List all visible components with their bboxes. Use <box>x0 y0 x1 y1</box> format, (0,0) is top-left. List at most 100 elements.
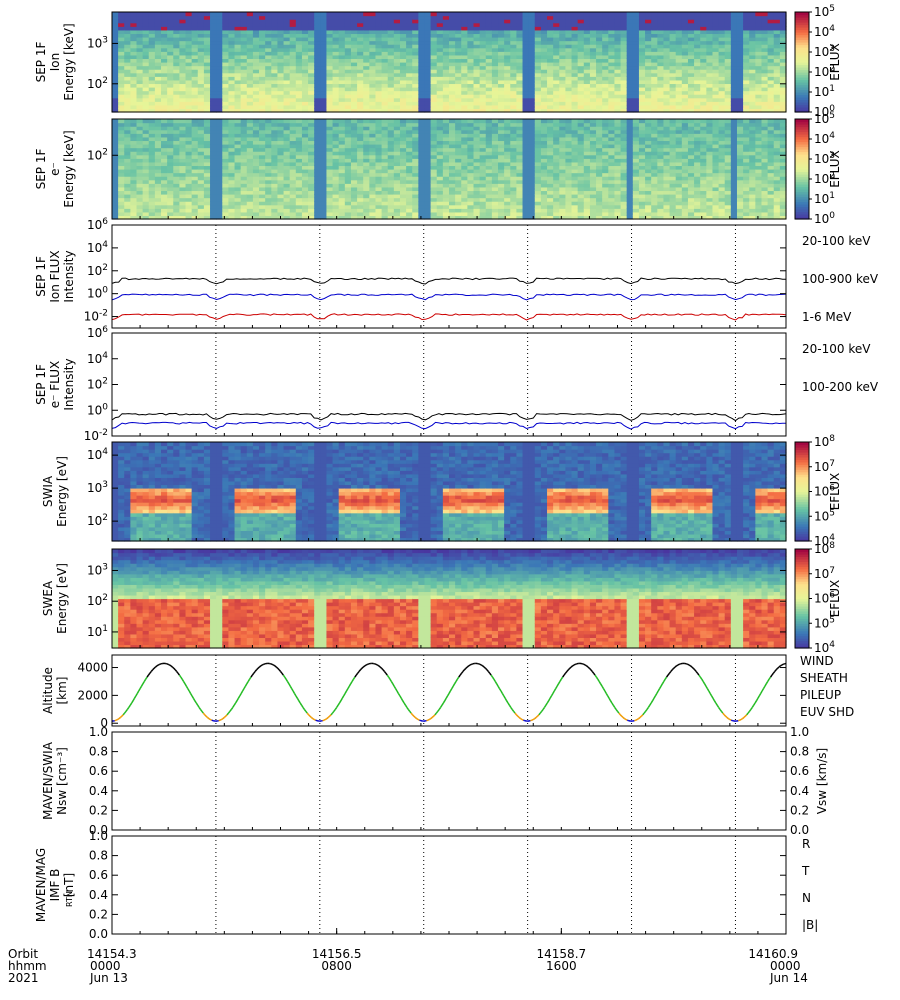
spectrogram-cell <box>375 151 383 156</box>
spectrogram-cell <box>393 33 401 38</box>
spectrogram-cell <box>161 179 168 184</box>
spectrogram-cell <box>203 183 211 188</box>
spectrogram-cell <box>265 194 272 199</box>
spectrogram-cell <box>571 87 579 92</box>
spectrogram-cell <box>173 151 180 156</box>
spectrogram-cell <box>571 94 579 99</box>
spectrogram-cell <box>583 54 591 60</box>
spectrogram-cell <box>657 12 665 17</box>
spectrogram-cell <box>571 22 579 27</box>
spectrogram-cell <box>455 165 462 170</box>
spectrogram-cell <box>608 90 616 95</box>
spectrogram-cell <box>418 136 426 142</box>
spectrogram-cell <box>381 172 389 177</box>
spectrogram-cell <box>418 208 426 213</box>
spectrogram-cell <box>295 29 303 35</box>
spectrogram-cell <box>449 62 456 67</box>
spectrogram-cell <box>467 79 475 85</box>
spectrogram-cell <box>283 136 291 142</box>
spectrogram-cell <box>663 87 671 92</box>
spectrogram-cell <box>712 47 720 52</box>
spectrogram-cell <box>510 186 517 192</box>
spectrogram-cell <box>498 90 505 95</box>
spectrogram-cell <box>455 37 462 42</box>
spectrogram-cell <box>522 47 530 52</box>
spectrogram-cell <box>234 19 242 24</box>
spectrogram-cell <box>197 26 205 31</box>
spectrogram-cell <box>228 94 236 99</box>
spectrogram-cell <box>449 79 456 85</box>
spectrogram-cell <box>387 54 395 60</box>
spectrogram-cell <box>179 215 187 220</box>
spectrogram-cell <box>632 62 640 67</box>
spectrogram-cell <box>504 40 511 45</box>
spectrogram-cell <box>222 47 230 52</box>
spectrogram-cell <box>240 37 248 42</box>
spectrogram-cell <box>234 94 242 99</box>
spectrogram-cell <box>430 119 438 124</box>
spectrogram-cell <box>436 94 444 99</box>
spectrogram-cell <box>565 47 573 52</box>
spectrogram-cell <box>197 97 205 102</box>
spectrogram-cell <box>687 47 695 52</box>
spectrogram-cell <box>375 133 383 138</box>
spectrogram-cell <box>399 58 407 63</box>
spectrogram-cell <box>424 33 432 38</box>
spectrogram-cell <box>473 144 481 149</box>
spectrogram-cell <box>589 40 597 45</box>
spectrogram-cell <box>424 129 432 134</box>
spectrogram-cell <box>461 122 468 127</box>
spectrogram-cell <box>234 154 242 159</box>
spectrogram-cell <box>767 47 775 52</box>
spectrogram-cell <box>344 65 352 70</box>
spectrogram-cell <box>167 94 174 99</box>
spectrogram-cell <box>399 12 407 17</box>
spectrogram-cell <box>375 154 383 159</box>
spectrogram-cell <box>387 151 395 156</box>
spectrogram-cell <box>210 94 217 99</box>
spectrogram-cell <box>210 136 217 142</box>
spectrogram-cell <box>712 101 720 106</box>
spectrogram-cell <box>657 33 665 38</box>
spectrogram-cell <box>136 22 144 27</box>
spectrogram-cell <box>130 165 138 170</box>
spectrogram-cell <box>449 51 456 56</box>
spectrogram-cell <box>167 12 174 17</box>
spectrogram-cell <box>148 101 156 106</box>
spectrogram-cell <box>540 79 548 85</box>
spectrogram-cell <box>210 33 217 38</box>
spectrogram-cell <box>179 104 187 110</box>
spectrogram-cell <box>418 201 426 206</box>
spectrogram-cell <box>216 104 223 110</box>
spectrogram-cell <box>730 94 738 99</box>
spectrogram-cell <box>387 15 395 20</box>
spectrogram-cell <box>669 44 677 49</box>
spectrogram-cell <box>369 29 377 35</box>
spectrogram-cell <box>185 15 193 20</box>
spectrogram-cell <box>301 29 309 35</box>
spectrogram-cell <box>755 15 763 20</box>
spectrogram-cell <box>418 211 426 217</box>
spectrogram-cell <box>761 26 769 31</box>
spectrogram-cell <box>399 40 407 45</box>
spectrogram-cell <box>540 12 548 17</box>
spectrogram-cell <box>124 94 131 99</box>
spectrogram-cell <box>461 126 468 131</box>
spectrogram-cell <box>442 204 450 209</box>
spectrogram-cell <box>736 22 744 27</box>
spectrogram-cell <box>289 83 297 88</box>
spectrogram-cell <box>295 83 303 88</box>
spectrogram-cell <box>161 172 168 177</box>
spectrogram-cell <box>216 51 223 56</box>
spectrogram-cell <box>136 29 144 35</box>
spectrogram-cell <box>283 94 291 99</box>
spectrogram-cell <box>553 90 560 95</box>
spectrogram-cell <box>743 101 750 106</box>
spectrogram-cell <box>736 69 744 74</box>
spectrogram-cell <box>620 72 628 77</box>
spectrogram-cell <box>314 158 321 163</box>
spectrogram-cell <box>259 151 266 156</box>
spectrogram-cell <box>271 87 279 92</box>
spectrogram-cell <box>179 165 187 170</box>
spectrogram-cell <box>412 136 419 142</box>
